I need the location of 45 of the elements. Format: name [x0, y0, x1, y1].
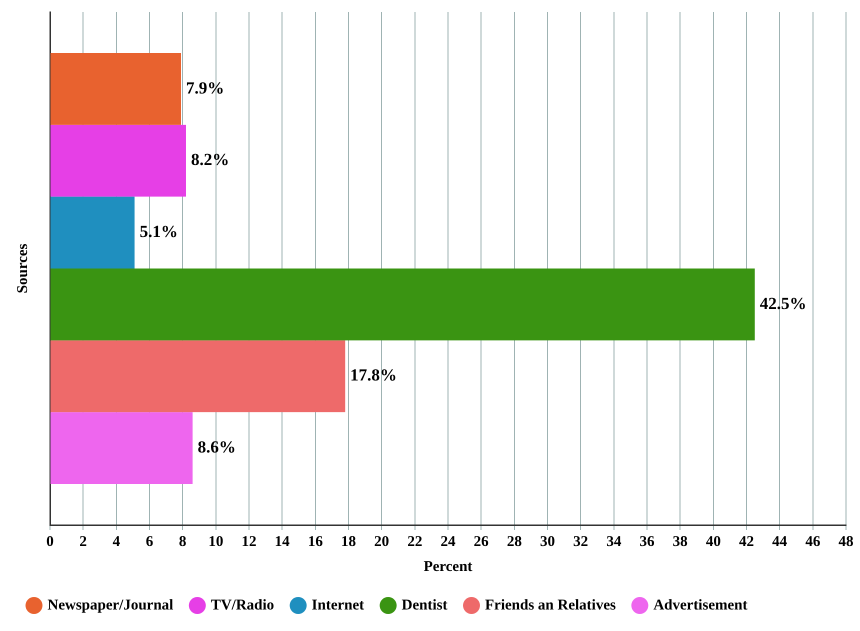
x-tick-label: 38	[672, 534, 688, 550]
x-tick-label: 34	[606, 534, 622, 550]
x-axis-title: Percent	[424, 558, 472, 575]
x-tick-label: 12	[242, 534, 256, 550]
x-tick-label: 46	[805, 534, 821, 550]
legend-label: TV/Radio	[210, 597, 274, 614]
x-tick-label: 48	[838, 534, 854, 550]
data-label: 17.8%	[350, 366, 397, 385]
legend-label: Newspaper/Journal	[48, 597, 174, 614]
x-tick-label: 2	[79, 534, 87, 550]
bar	[50, 124, 186, 197]
x-tick-label: 24	[440, 534, 456, 550]
x-tick-label: 22	[407, 534, 422, 550]
x-tick-label: 42	[739, 534, 754, 550]
bar	[50, 412, 193, 484]
data-label: 8.6%	[198, 437, 236, 456]
x-tick-label: 32	[573, 534, 588, 550]
bar	[50, 268, 755, 340]
x-tick-label: 26	[474, 534, 490, 550]
x-tick-label: 40	[706, 534, 721, 550]
legend-label: Advertisement	[653, 597, 748, 614]
data-label: 5.1%	[140, 222, 178, 241]
y-axis-title: Sources	[14, 243, 31, 294]
bar	[50, 340, 346, 412]
x-tick-label: 44	[772, 534, 788, 550]
legend-label: Dentist	[402, 597, 448, 614]
x-tick-label: 36	[640, 534, 655, 550]
data-label: 8.2%	[190, 150, 230, 170]
x-tick-label: 0	[46, 534, 54, 550]
data-label: 7.9%	[186, 78, 224, 98]
x-tick-label: 16	[308, 534, 324, 550]
x-tick-label: 18	[341, 534, 356, 550]
legend-label: Friends an Relatives	[485, 597, 616, 614]
legend-label: Internet	[312, 597, 364, 614]
x-tick-label: 6	[146, 534, 154, 550]
x-tick-label: 20	[374, 534, 390, 550]
bar	[50, 53, 182, 125]
x-tick-label: 8	[178, 534, 186, 550]
data-label: 42.5%	[760, 294, 807, 313]
x-tick-label: 14	[274, 534, 290, 550]
x-tick-label: 28	[506, 534, 522, 550]
x-tick-label: 10	[208, 534, 224, 550]
x-tick-label: 30	[540, 534, 555, 550]
x-tick-label: 4	[112, 534, 121, 550]
bar	[50, 196, 135, 268]
